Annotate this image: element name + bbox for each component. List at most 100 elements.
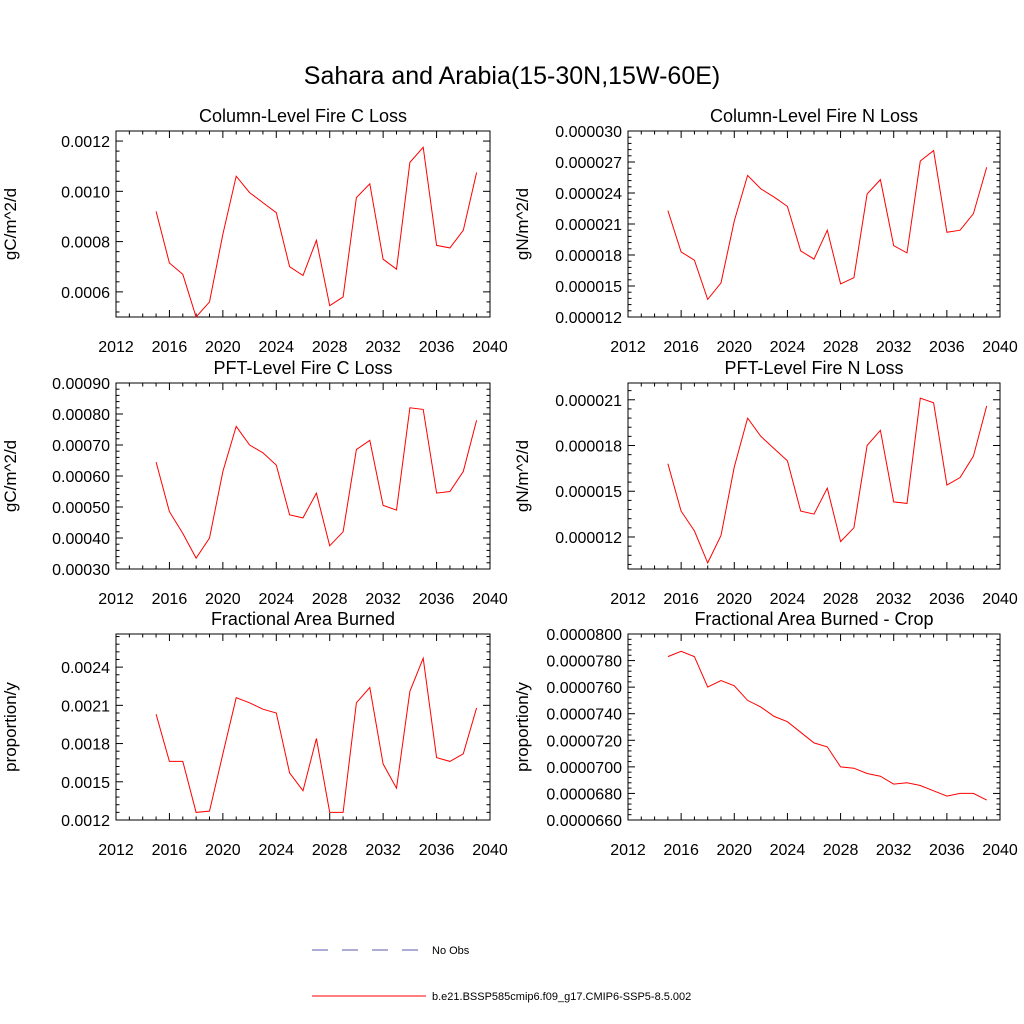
x-tick-label: 2032 (365, 339, 401, 356)
plot-frame (627, 130, 1001, 318)
y-tick-label: 0.0000740 (546, 707, 622, 724)
x-tick-label: 2040 (982, 842, 1018, 859)
y-tick-label: 0.0021 (61, 698, 110, 715)
y-tick-label: 0.0000720 (546, 733, 622, 750)
x-tick-label: 2040 (982, 339, 1018, 356)
x-tick-label: 2036 (929, 591, 965, 608)
series-line (155, 407, 478, 560)
x-tick-label: 2016 (152, 591, 188, 608)
y-tick-label: 0.0024 (61, 660, 110, 677)
x-tick-label: 2024 (770, 591, 806, 608)
y-tick-label: 0.00060 (52, 469, 110, 486)
x-tick-label: 2012 (98, 339, 134, 356)
y-axis-label: gC/m^2/d (1, 188, 20, 260)
series-line (667, 397, 988, 565)
x-tick-label: 2036 (929, 339, 965, 356)
series-line (155, 656, 478, 813)
y-tick-label: 0.00070 (52, 438, 110, 455)
x-tick-label: 2036 (419, 591, 455, 608)
x-tick-label: 2020 (205, 591, 241, 608)
y-tick-label: 0.0000680 (546, 786, 622, 803)
chart-panel: Fractional Area Burned 2012 2016 2020 2024 20… (1, 609, 508, 859)
plot-frame (115, 633, 491, 821)
y-tick-label: 0.0000800 (546, 627, 622, 644)
y-tick-label: 0.000015 (555, 279, 622, 296)
chart-panel: Column-Level Fire N Loss 2012 2016 2020 2024… (513, 106, 1018, 356)
x-tick-label: 2040 (472, 339, 508, 356)
y-tick-label: 0.0010 (61, 184, 110, 201)
x-tick-label: 2032 (876, 591, 912, 608)
y-axis-label: proportion/y (1, 682, 20, 772)
legend-label-model: b.e21.BSSP585cmip6.f09_g17.CMIP6-SSP5-8.… (432, 991, 691, 1003)
y-tick-label: 0.000021 (555, 393, 622, 410)
y-tick-label: 0.000021 (555, 217, 622, 234)
y-tick-label: 0.00080 (52, 407, 110, 424)
x-tick-label: 2036 (419, 842, 455, 859)
y-tick-label: 0.0018 (61, 737, 110, 754)
x-tick-label: 2040 (982, 591, 1018, 608)
series-line (667, 650, 987, 801)
x-tick-label: 2028 (823, 591, 859, 608)
y-tick-label: 0.00030 (52, 562, 110, 579)
y-tick-label: 0.0000760 (546, 680, 622, 697)
plot-frame (627, 633, 1001, 821)
chart-panel: PFT-Level Fire N Loss 2012 2016 2020 2024 202… (513, 358, 1018, 608)
y-axis-label: proportion/y (513, 682, 532, 772)
panel-title: Fractional Area Burned (211, 609, 395, 629)
x-tick-label: 2012 (98, 842, 134, 859)
x-tick-label: 2020 (205, 842, 241, 859)
y-tick-label: 0.00050 (52, 500, 110, 517)
chart-panels: Column-Level Fire C Loss 2012 2016 2020 2024… (1, 106, 1018, 859)
x-tick-label: 2028 (823, 842, 859, 859)
y-tick-label: 0.0012 (61, 134, 110, 151)
chart-panel: PFT-Level Fire C Loss 2012 2016 2020 2024 202… (1, 358, 508, 608)
x-tick-label: 2036 (419, 339, 455, 356)
y-tick-label: 0.000027 (555, 155, 622, 172)
x-tick-label: 2012 (98, 591, 134, 608)
x-tick-label: 2020 (716, 842, 752, 859)
y-tick-label: 0.000012 (555, 530, 622, 547)
y-tick-label: 0.000018 (555, 439, 622, 456)
y-tick-label: 0.00040 (52, 531, 110, 548)
y-tick-label: 0.0012 (61, 813, 110, 830)
x-tick-label: 2020 (716, 591, 752, 608)
x-tick-label: 2016 (663, 842, 699, 859)
y-tick-label: 0.000024 (555, 186, 622, 203)
chart-panel: Column-Level Fire C Loss 2012 2016 2020 2024… (1, 106, 508, 356)
x-tick-label: 2040 (472, 591, 508, 608)
x-tick-label: 2028 (312, 339, 348, 356)
y-tick-label: 0.000018 (555, 248, 622, 265)
y-tick-label: 0.00090 (52, 376, 110, 393)
y-axis-label: gN/m^2/d (513, 188, 532, 260)
panel-title: PFT-Level Fire C Loss (213, 358, 392, 378)
x-tick-label: 2024 (770, 339, 806, 356)
x-tick-label: 2028 (823, 339, 859, 356)
x-tick-label: 2020 (716, 339, 752, 356)
y-tick-label: 0.0008 (61, 235, 110, 252)
x-tick-label: 2028 (312, 591, 348, 608)
plot-frame (627, 382, 1001, 570)
panel-title: Column-Level Fire N Loss (710, 106, 918, 126)
x-tick-label: 2024 (258, 591, 294, 608)
y-tick-label: 0.0000660 (546, 813, 622, 830)
x-tick-label: 2024 (258, 842, 294, 859)
x-tick-label: 2028 (312, 842, 348, 859)
y-tick-label: 0.0000780 (546, 654, 622, 671)
y-tick-label: 0.0000700 (546, 760, 622, 777)
x-tick-label: 2020 (205, 339, 241, 356)
x-tick-label: 2024 (258, 339, 294, 356)
y-tick-label: 0.0015 (61, 775, 110, 792)
x-tick-label: 2032 (876, 842, 912, 859)
series-line (667, 149, 988, 301)
x-tick-label: 2016 (663, 339, 699, 356)
y-axis-label: gC/m^2/d (1, 440, 20, 512)
x-tick-label: 2032 (876, 339, 912, 356)
x-tick-label: 2036 (929, 842, 965, 859)
y-axis-label: gN/m^2/d (513, 440, 532, 512)
x-tick-label: 2032 (365, 842, 401, 859)
x-tick-label: 2024 (770, 842, 806, 859)
x-tick-label: 2040 (472, 842, 508, 859)
chart-panel: Fractional Area Burned - Crop 2012 2016 202… (513, 609, 1018, 859)
x-tick-label: 2016 (152, 339, 188, 356)
